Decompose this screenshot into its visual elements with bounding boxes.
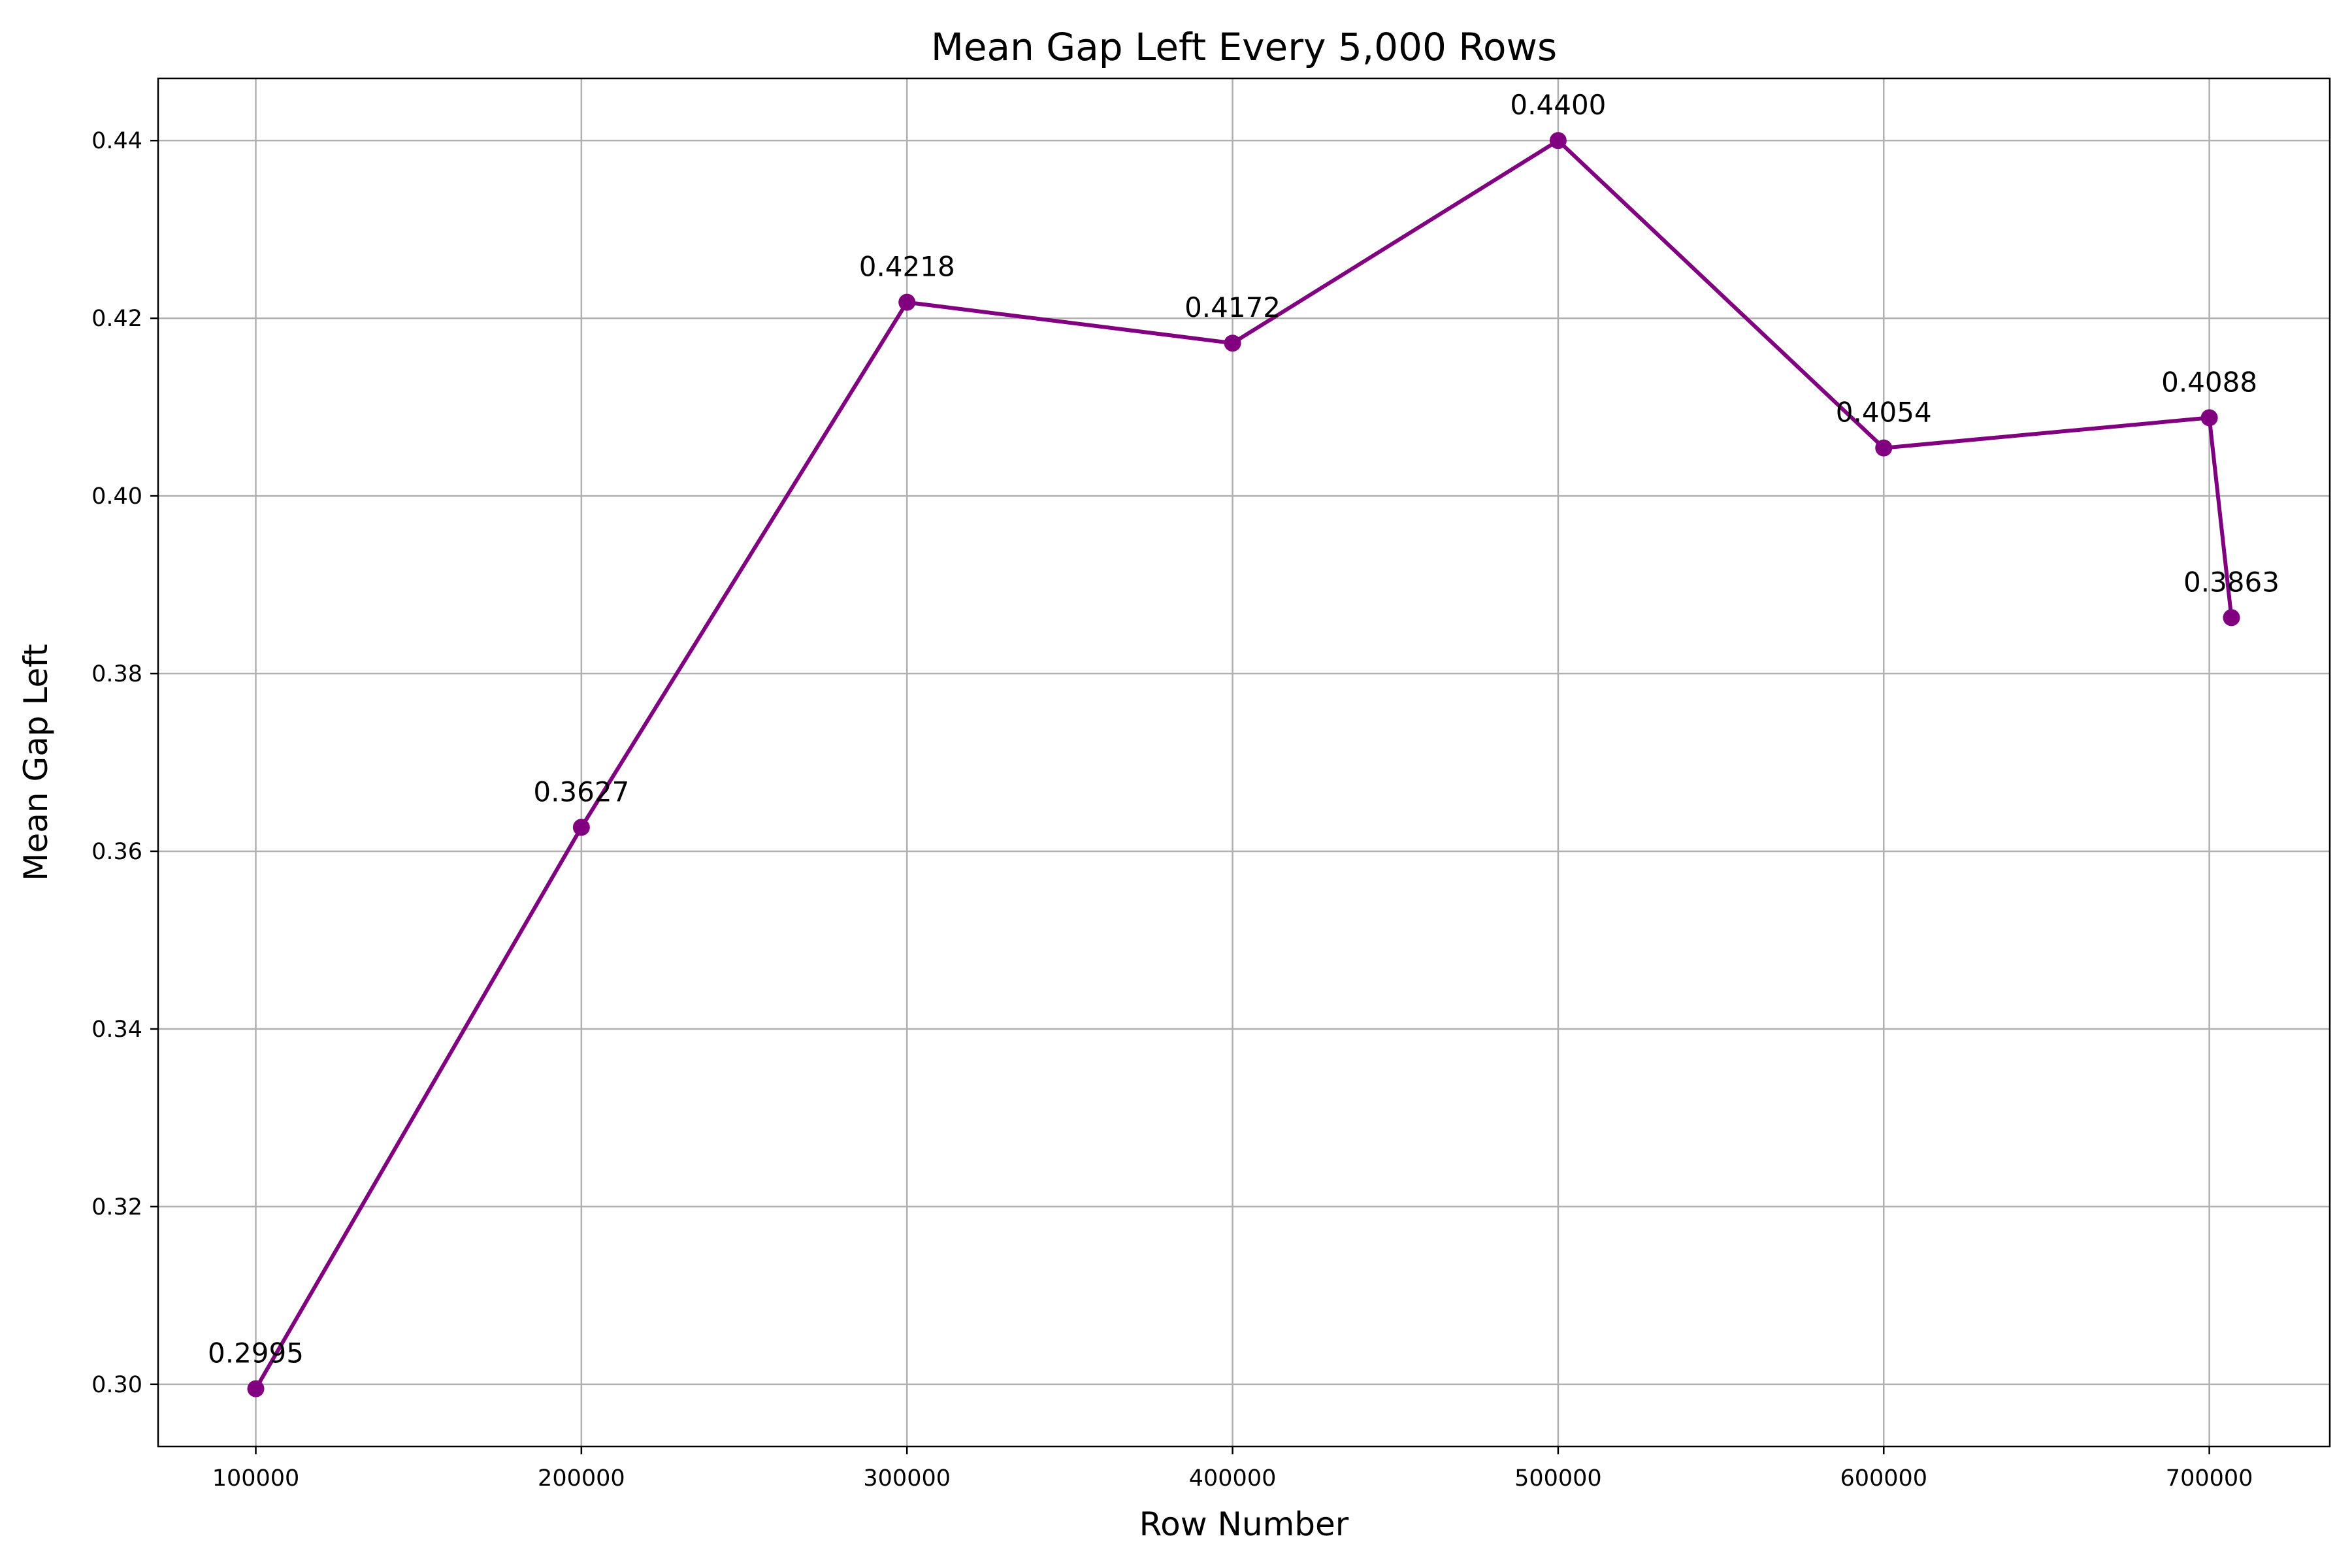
grid bbox=[158, 78, 2330, 1446]
data-point bbox=[2200, 409, 2218, 427]
data-label: 0.2995 bbox=[208, 1337, 304, 1369]
data-labels: 0.2995 0.3627 0.4218 0.4172 0.4400 0.4054 0.40… bbox=[208, 89, 2279, 1369]
x-tick-label: 700000 bbox=[2166, 1465, 2253, 1492]
data-label: 0.3863 bbox=[2183, 566, 2279, 598]
data-point bbox=[572, 819, 590, 836]
y-axis-label: Mean Gap Left bbox=[17, 644, 55, 881]
x-tick-label: 500000 bbox=[1514, 1465, 1602, 1492]
series-layer bbox=[247, 132, 2240, 1397]
y-tick-label: 0.42 bbox=[91, 306, 142, 332]
data-point bbox=[1549, 132, 1567, 150]
data-label: 0.4054 bbox=[1836, 397, 1932, 429]
x-tick-label: 200000 bbox=[538, 1465, 625, 1492]
y-tick-label: 0.38 bbox=[91, 661, 142, 687]
data-label: 0.4172 bbox=[1184, 291, 1281, 323]
data-point bbox=[1875, 439, 1893, 457]
x-tick-label: 400000 bbox=[1189, 1465, 1277, 1492]
plot-frame bbox=[157, 77, 2331, 1448]
x-tick-label: 300000 bbox=[863, 1465, 951, 1492]
y-tick-label: 0.40 bbox=[91, 483, 142, 510]
chart-title: Mean Gap Left Every 5,000 Rows bbox=[931, 25, 1557, 69]
data-label: 0.4218 bbox=[859, 251, 955, 283]
data-point bbox=[247, 1380, 265, 1397]
data-point bbox=[1224, 335, 1241, 352]
x-axis-label: Row Number bbox=[1139, 1505, 1349, 1543]
y-tick-label: 0.34 bbox=[91, 1017, 142, 1043]
y-tick-label: 0.32 bbox=[91, 1194, 142, 1220]
data-point bbox=[898, 293, 916, 311]
data-label: 0.4400 bbox=[1510, 89, 1606, 121]
x-tick-label: 100000 bbox=[212, 1465, 300, 1492]
data-label: 0.3627 bbox=[533, 776, 629, 808]
y-tick-label: 0.36 bbox=[91, 839, 142, 865]
data-label: 0.4088 bbox=[2161, 366, 2257, 398]
x-tick-label: 600000 bbox=[1840, 1465, 1927, 1492]
series-line bbox=[253, 139, 2234, 1390]
y-tick-label: 0.30 bbox=[91, 1372, 142, 1398]
data-point bbox=[2223, 609, 2240, 627]
y-tick-label: 0.44 bbox=[91, 128, 142, 154]
ticks: 100000 200000 300000 400000 500000 600000 7000… bbox=[91, 128, 2253, 1492]
